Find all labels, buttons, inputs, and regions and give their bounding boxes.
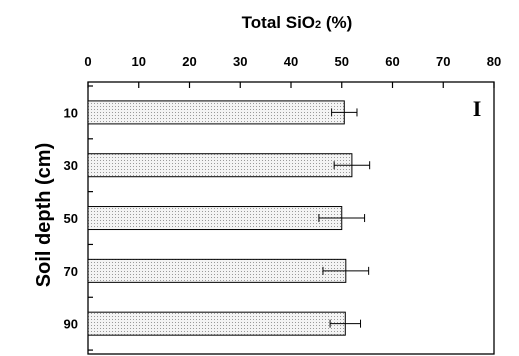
x-tick-label: 20: [182, 54, 196, 69]
legend-marker: I: [473, 96, 482, 121]
x-tick-label: 40: [284, 54, 298, 69]
x-tick-label: 80: [487, 54, 501, 69]
x-tick-label: 70: [436, 54, 450, 69]
y-tick-label: 50: [64, 211, 78, 226]
bar-series: [87, 100, 353, 336]
x-axis-title: Total SiO2 (%): [242, 13, 353, 32]
bar: [87, 258, 347, 283]
y-tick-label: 30: [64, 158, 78, 173]
error-bars: [318, 108, 371, 328]
y-axis-title: Soil depth (cm): [33, 143, 55, 287]
x-tick-label: 50: [335, 54, 349, 69]
y-tick-label: 70: [64, 264, 78, 279]
x-tick-label: 10: [132, 54, 146, 69]
x-tick-label: 60: [385, 54, 399, 69]
y-axis: 10 30 50 70 90: [64, 85, 93, 351]
bar: [87, 206, 343, 231]
bar: [87, 100, 345, 125]
y-tick-label: 10: [64, 105, 78, 120]
x-axis: 0 10 20 30 40 50 60 70 80: [84, 54, 501, 88]
bar: [87, 311, 346, 336]
bar: [87, 153, 353, 178]
y-tick-label: 90: [64, 317, 78, 332]
x-tick-label: 0: [84, 54, 91, 69]
x-tick-label: 30: [233, 54, 247, 69]
